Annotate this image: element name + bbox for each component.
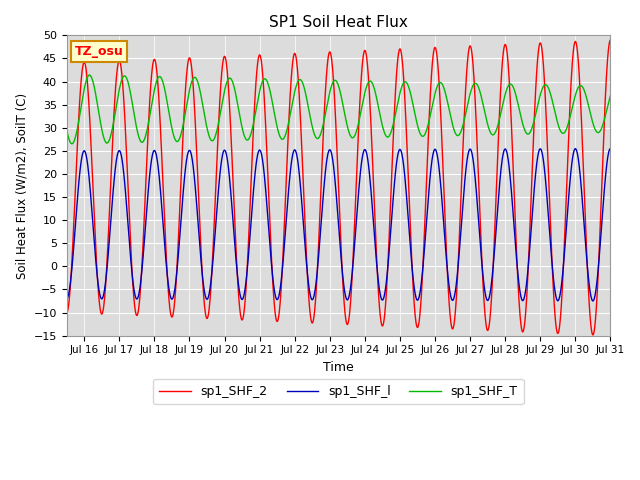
- sp1_SHF_l: [327, 149, 335, 155]
- sp1_SHF_l: [491, 243, 499, 249]
- sp1_SHF_l: [591, 293, 599, 299]
- sp1_SHF_T: [328, 83, 335, 88]
- sp1_SHF_T: [607, 93, 614, 98]
- sp1_SHF_T: [86, 72, 93, 78]
- Text: TZ_osu: TZ_osu: [75, 45, 124, 58]
- sp1_SHF_T: [68, 141, 76, 147]
- Title: SP1 Soil Heat Flux: SP1 Soil Heat Flux: [269, 15, 408, 30]
- sp1_SHF_T: [591, 127, 599, 132]
- sp1_SHF_2: [63, 310, 70, 315]
- sp1_SHF_T: [314, 136, 321, 142]
- Line: sp1_SHF_l: sp1_SHF_l: [67, 148, 611, 301]
- sp1_SHF_T: [63, 127, 70, 132]
- sp1_SHF_2: [589, 332, 597, 338]
- sp1_SHF_2: [491, 225, 499, 231]
- sp1_SHF_T: [91, 87, 99, 93]
- sp1_SHF_2: [90, 217, 98, 223]
- Line: sp1_SHF_T: sp1_SHF_T: [67, 75, 611, 144]
- sp1_SHF_2: [327, 52, 335, 58]
- sp1_SHF_l: [591, 294, 598, 300]
- sp1_SHF_2: [591, 323, 599, 328]
- Legend: sp1_SHF_2, sp1_SHF_l, sp1_SHF_T: sp1_SHF_2, sp1_SHF_l, sp1_SHF_T: [153, 379, 524, 405]
- Line: sp1_SHF_2: sp1_SHF_2: [67, 40, 611, 335]
- X-axis label: Time: Time: [323, 361, 354, 374]
- sp1_SHF_l: [63, 296, 70, 301]
- sp1_SHF_2: [591, 325, 598, 331]
- sp1_SHF_l: [589, 298, 597, 304]
- sp1_SHF_T: [591, 126, 599, 132]
- Y-axis label: Soil Heat Flux (W/m2), SoilT (C): Soil Heat Flux (W/m2), SoilT (C): [15, 93, 28, 278]
- sp1_SHF_l: [313, 275, 321, 280]
- sp1_SHF_l: [90, 240, 98, 246]
- sp1_SHF_l: [607, 145, 614, 151]
- sp1_SHF_T: [492, 130, 499, 135]
- sp1_SHF_2: [313, 280, 321, 286]
- sp1_SHF_2: [607, 37, 614, 43]
